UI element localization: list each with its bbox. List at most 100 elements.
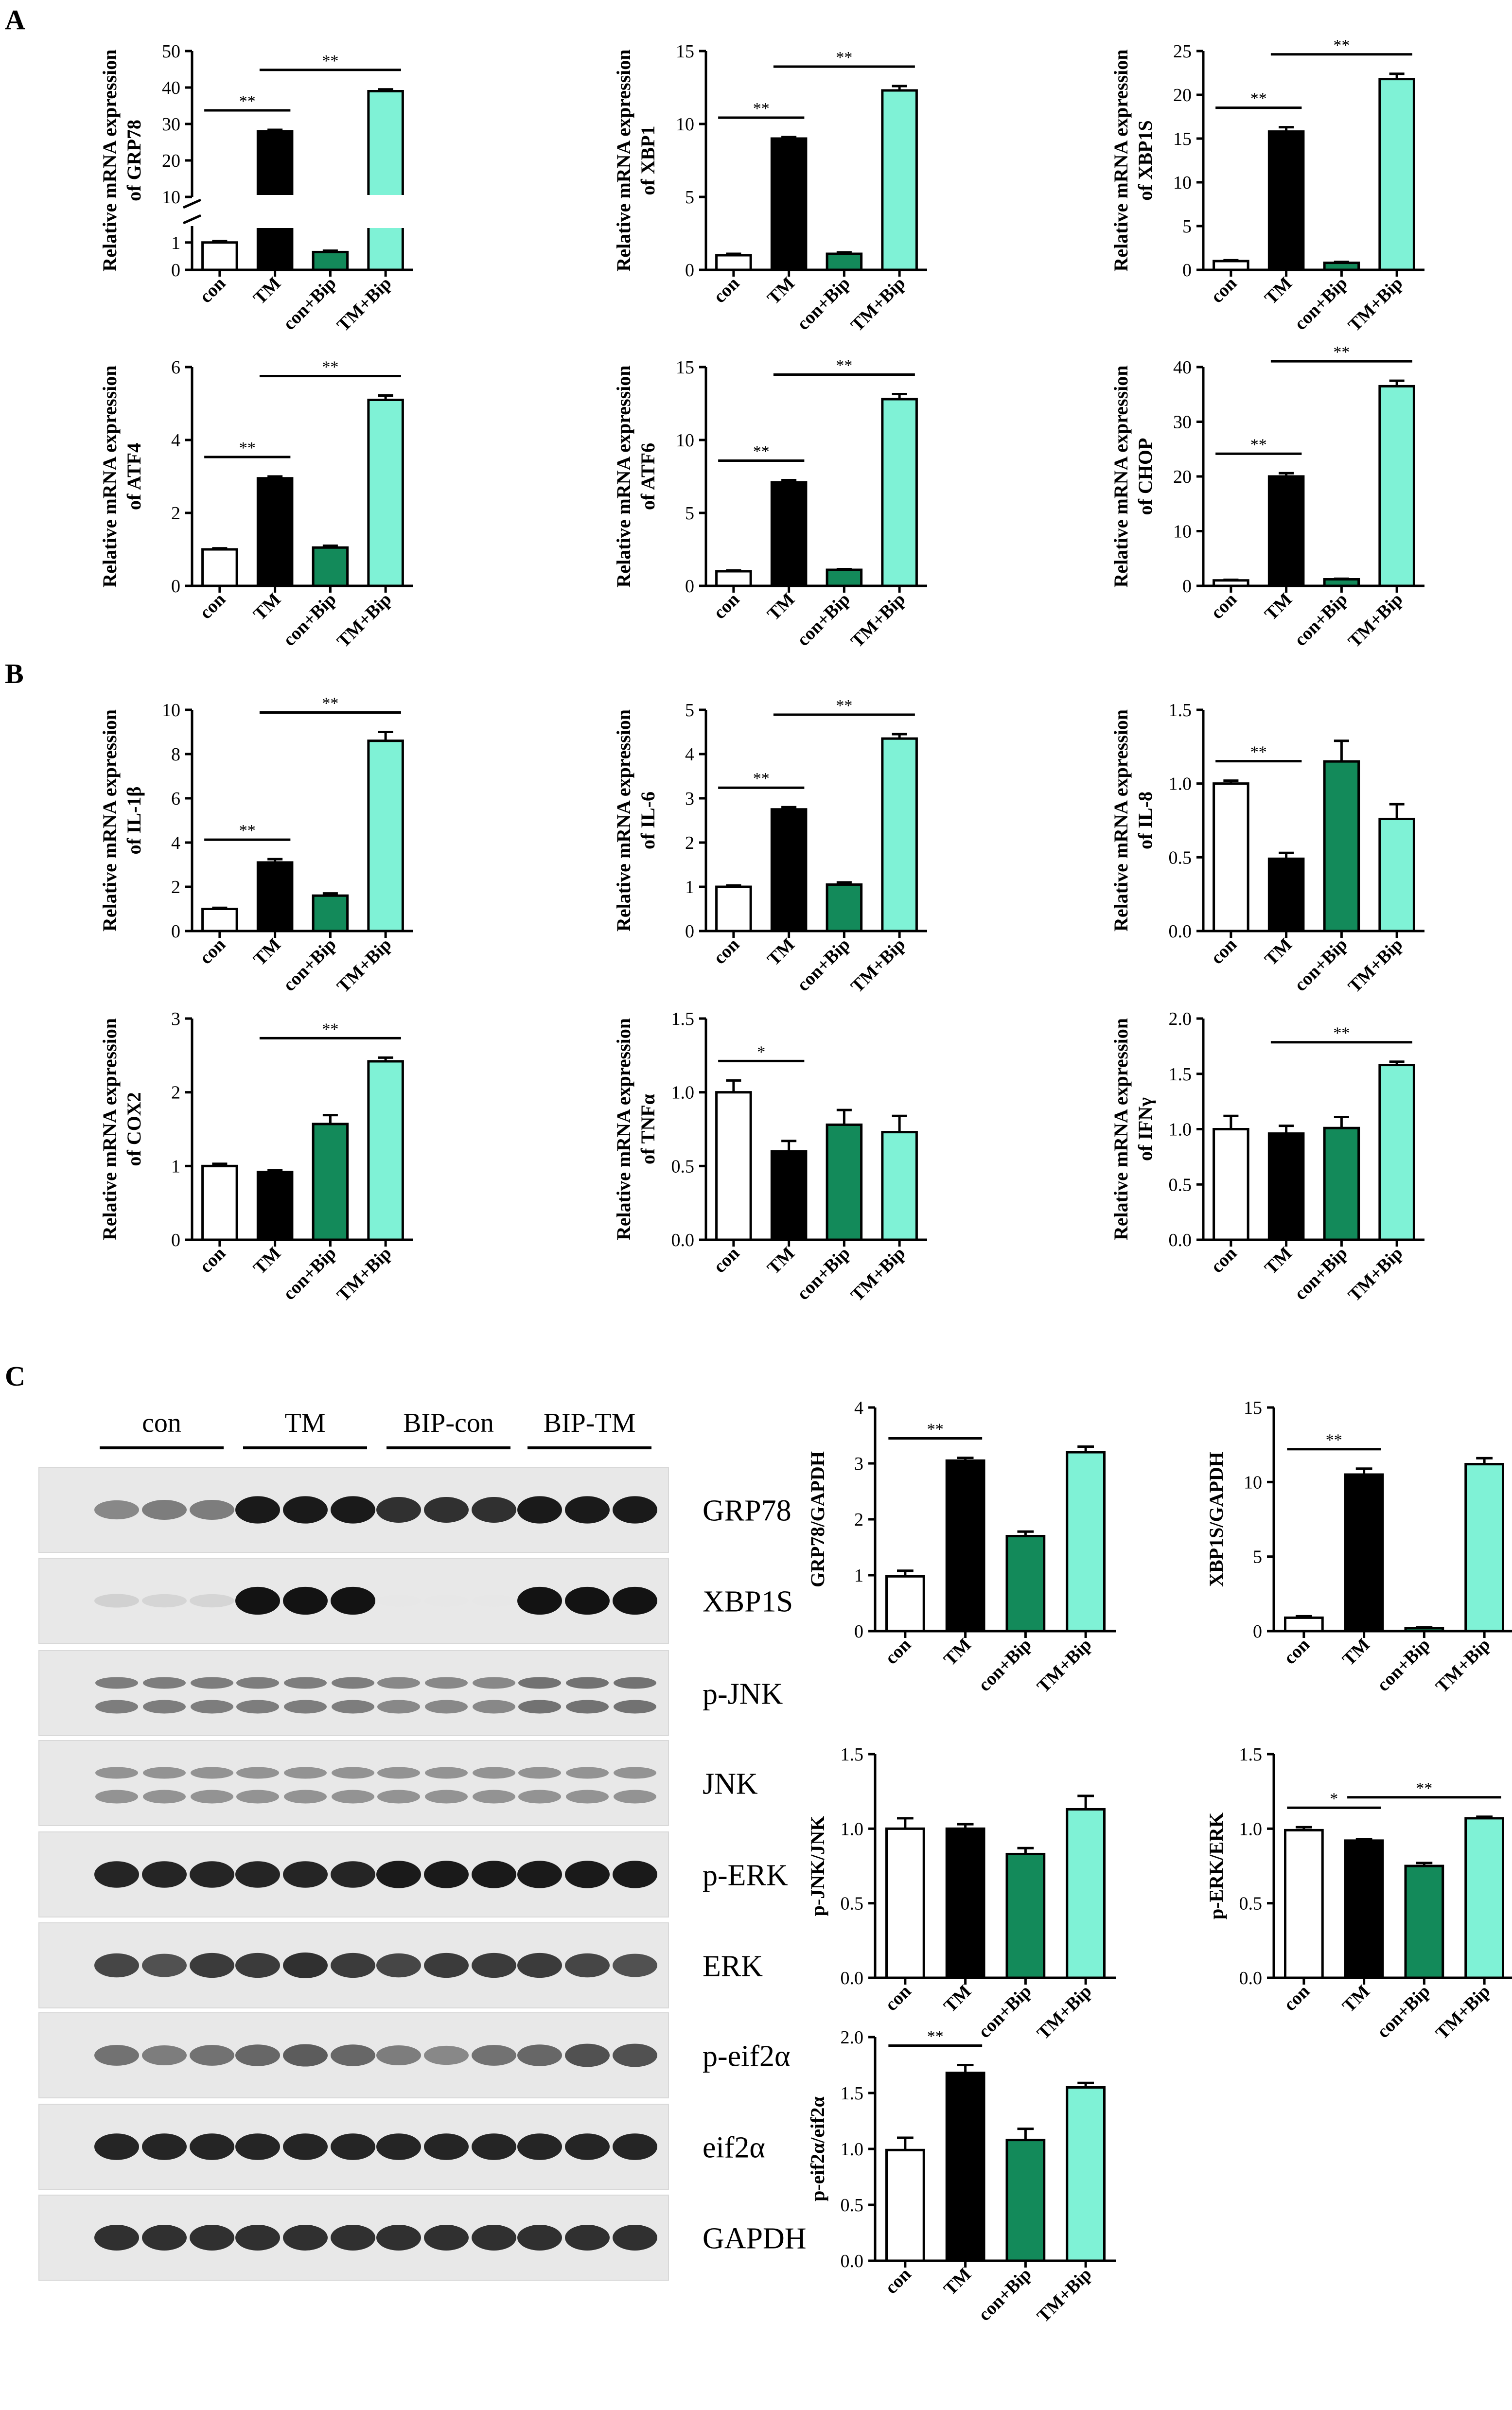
bar-group [881, 733, 918, 932]
blot-band [332, 1700, 374, 1714]
bar-group [715, 884, 752, 932]
bar [1378, 78, 1415, 271]
significance-label: ** [1250, 90, 1267, 108]
blot-band [518, 1677, 561, 1689]
blot-band [473, 1767, 515, 1779]
blot-band [143, 1700, 186, 1714]
bar-chart: 0.0 0.5 1.0 1.5 Relative mRNA expression of I… [1110, 700, 1424, 997]
bar-group [1213, 779, 1249, 932]
blot-band [424, 1595, 469, 1607]
blot-band [377, 1767, 420, 1779]
significance-marker: ** [1270, 1024, 1412, 1044]
y-axis-label: Relative mRNA expression of COX2 [99, 1018, 145, 1240]
significance-label: ** [322, 358, 338, 376]
x-tick-label: TM+Bip [1033, 1635, 1096, 1697]
blot-group-label: BIP-TM [544, 1408, 636, 1438]
blot-band [235, 2133, 280, 2160]
y-tick-label: 6 [171, 357, 180, 378]
x-tick-label: TM [763, 1243, 799, 1279]
significance-marker: ** [773, 357, 915, 376]
bar-group [1267, 1125, 1305, 1241]
bar [770, 481, 808, 587]
y-tick-label: 1.5 [1239, 1744, 1263, 1765]
blot-band [472, 2133, 516, 2160]
bar [312, 250, 349, 271]
y-tick-label: 15 [1173, 129, 1192, 149]
bar [715, 1091, 752, 1241]
x-tick-label: con [881, 2264, 915, 2298]
x-tick-label: TM [249, 273, 285, 309]
significance-label: * [757, 1043, 765, 1061]
bar-group [1344, 1467, 1384, 1633]
blot-band [191, 1790, 233, 1804]
bar-group [312, 545, 349, 587]
blot-row-label: p-eif2α [703, 2040, 791, 2073]
x-tick-label: con [709, 1243, 743, 1277]
y-tick-label: 10 [676, 430, 694, 451]
blot-band [517, 2044, 562, 2066]
bar [1005, 1535, 1046, 1633]
x-tick-label: TM [940, 2264, 975, 2300]
x-tick-label: con [1280, 1635, 1314, 1669]
bar-group [312, 249, 349, 271]
blot-row-label: XBP1S [703, 1585, 793, 1618]
x-tick-label: con+Bip [1290, 1243, 1352, 1304]
y-tick-label: 0 [171, 260, 180, 281]
blot-band [472, 2225, 516, 2251]
significance-marker: ** [773, 697, 915, 716]
bar [201, 1164, 238, 1241]
blot-band [613, 1861, 657, 1888]
y-axis-label: Relative mRNA expression of ATF6 [613, 366, 659, 588]
significance-label: ** [322, 695, 338, 713]
bar-group [885, 1817, 925, 1979]
bar-group [1284, 1826, 1324, 1979]
blot-band [424, 1497, 469, 1523]
blot-band [190, 1594, 234, 1608]
y-tick-label: 3 [854, 1454, 863, 1474]
bar [1213, 579, 1249, 587]
x-tick-label: TM+Bip [1344, 934, 1407, 997]
y-tick-label: 0 [171, 921, 180, 942]
y-tick-label: 2 [171, 877, 180, 897]
significance-label: ** [1333, 1024, 1350, 1042]
blot-band [235, 2225, 280, 2251]
blot-band [95, 1767, 138, 1779]
blot-band [565, 1496, 610, 1524]
y-tick-label: 0 [1182, 260, 1192, 281]
bar-group [1213, 579, 1249, 587]
y-tick-label: 30 [1173, 412, 1192, 433]
x-tick-label: con+Bip [1373, 1981, 1434, 2042]
significance-label: ** [753, 100, 770, 118]
significance-label: ** [836, 697, 852, 715]
y-tick-label: 1.5 [671, 1009, 695, 1029]
bar [1213, 260, 1249, 271]
significance-label: ** [1333, 36, 1350, 54]
blot-band [95, 1677, 138, 1689]
blot-band [284, 1790, 327, 1804]
x-tick-label: TM [1338, 1635, 1374, 1670]
bar-group [1378, 72, 1415, 271]
blot-band [614, 1790, 656, 1804]
bar-group [1267, 851, 1305, 932]
blot-band [565, 1861, 610, 1888]
y-tick-label: 20 [162, 151, 180, 171]
x-tick-label: TM+Bip [847, 1243, 910, 1306]
bar-chart: 0 2 4 6 Relative mRNA expression of ATF4 con TM… [99, 357, 413, 651]
blot-band [517, 2225, 562, 2251]
y-tick-label: 0 [171, 576, 180, 597]
blot-band [236, 1700, 279, 1714]
x-tick-label: con+Bip [279, 934, 340, 996]
y-tick-label: 3 [171, 1009, 180, 1029]
axes: 0.0 0.5 1.0 1.5 2.0 [841, 2027, 1116, 2271]
blot-band [94, 1861, 139, 1888]
bar [256, 1170, 294, 1241]
x-tick-label: TM [1261, 1243, 1296, 1279]
y-tick-label: 10 [676, 114, 694, 135]
blot-band [235, 1953, 280, 1978]
significance-label: ** [753, 443, 770, 461]
y-axis-label: Relative mRNA expression of GRP78 [99, 50, 145, 272]
blot-band [565, 2133, 610, 2160]
bar-group [1323, 577, 1360, 587]
blot-band [565, 1586, 610, 1615]
y-tick-label: 20 [1173, 85, 1192, 106]
